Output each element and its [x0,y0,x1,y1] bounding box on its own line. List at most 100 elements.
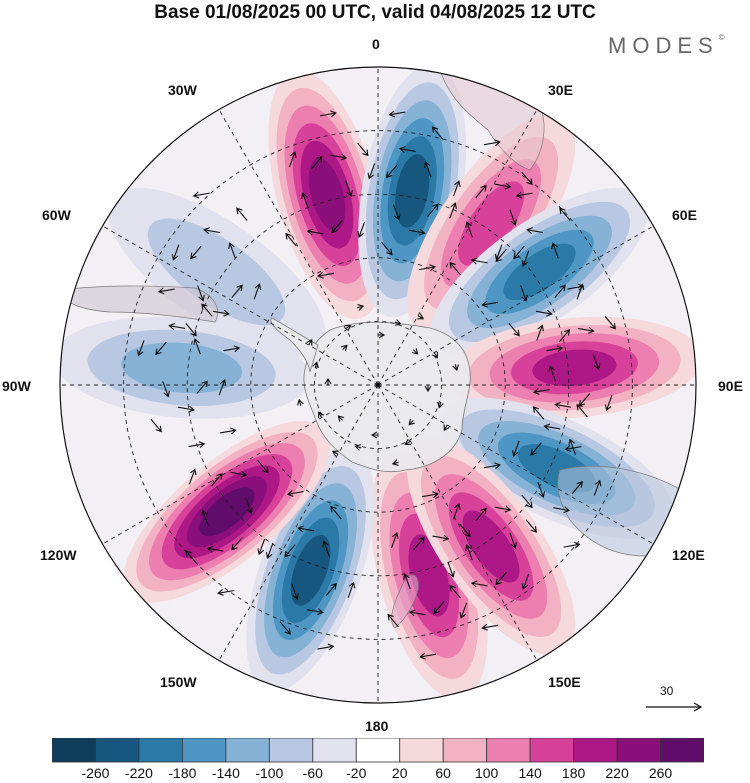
anomaly-contour [462,510,520,583]
lon-label-120w: 120W [40,547,77,563]
wind-arrow [291,583,299,600]
lon-label-60w: 60W [42,207,71,223]
wind-arrow [494,244,503,261]
wind-arrow [330,153,348,161]
wind-arrow [162,381,170,398]
wind-arrow [536,324,544,341]
wind-arrow [206,545,224,553]
wind-arrow [509,532,518,549]
wind-arrow [398,146,416,153]
wind-arrow [470,257,488,265]
colorbar-tick-label: -220 [124,765,153,781]
wind-arrow [408,609,426,617]
latitude-circle [313,320,443,450]
colorbar-swatch [616,738,661,763]
wind-arrow [484,139,501,147]
wind-arrow [567,283,585,291]
brand-name: MODES [608,33,719,58]
wind-arrow [157,287,175,295]
wind-arrow [337,415,345,422]
wind-arrow [279,621,291,635]
wind-arrow [218,379,227,396]
wind-arrow [559,207,571,221]
brand-mark: © [718,33,725,42]
lon-label-90e: 90E [718,378,743,394]
wind-arrow [532,388,550,395]
colorbar-swatch [486,738,531,763]
wind-arrow [459,602,468,619]
wind-arrow [150,418,162,433]
wind-arrow [475,184,487,199]
wind-arrow [553,506,571,514]
wind-arrow [322,540,330,557]
colorbar-tick-label: 60 [435,765,451,781]
wind-arrow [452,503,461,520]
lon-label-30w: 30W [168,82,197,98]
wind-arrow [196,380,208,394]
colorbar-tick-label: 220 [605,765,629,781]
wind-arrow [532,406,545,420]
colorbar-tick-label: 100 [474,765,499,781]
antarctica-outline [303,321,471,473]
colorbar-swatch [312,738,357,763]
wind-arrow [223,345,241,353]
wind-arrow [521,250,530,267]
latitude-circle [186,193,570,577]
wind-arrow [311,155,323,170]
wind-arrow [558,329,571,343]
colorbar-swatch [225,738,270,763]
wind-arrow [419,652,437,660]
wind-arrow [449,202,457,219]
wind-arrow [178,405,195,413]
wind-arrow [345,180,353,197]
wind-arrow [511,440,520,458]
reference-vector [646,702,703,712]
colorbar [52,738,704,763]
meridian [218,109,379,386]
anomaly-field [60,67,696,700]
wind-arrow [475,507,487,522]
anomaly-contour [199,487,255,537]
wind-arrow [357,304,365,311]
wind-arrow [344,325,352,332]
wind-arrow [449,584,461,599]
wind-arrow [548,365,557,382]
lon-label-150w: 150W [160,674,197,690]
continents [60,68,694,629]
wind-arrow [317,643,335,651]
colorbar-tick-label: 140 [518,765,542,781]
wind-arrow [168,323,186,330]
wind-arrow [385,164,398,179]
wind-arrow [265,542,274,559]
anomaly-center [107,187,326,356]
latitude-circle [250,257,506,513]
wind-arrow [387,613,399,628]
wind-arrow [520,285,528,302]
colorbar-tick-label: -100 [255,765,284,781]
wind-arrow [403,573,411,590]
colorbar-swatch [181,738,227,763]
wind-arrow [447,561,455,578]
wind-arrow [357,221,366,238]
wind-arrow [306,338,313,346]
wind-arrow [509,209,518,226]
colorbar-swatch [355,738,401,763]
wind-arrow [392,204,401,221]
wind-arrow [419,264,436,272]
lon-label-180: 180 [365,718,389,734]
colorbar-swatch [573,738,618,763]
wind-arrow [245,497,253,515]
anomaly-contour [503,243,576,301]
wind-arrow [568,438,576,455]
wind-arrow [297,398,304,406]
wind-arrow [319,110,337,118]
colorbar-swatch [660,738,704,763]
colorbar-tick-label: -260 [81,765,110,781]
wind-arrow [484,462,501,470]
anomaly-contour [308,158,346,231]
wind-arrow [217,589,235,596]
wind-arrow [211,472,223,487]
anomaly-contour [147,218,286,326]
colorbar-swatch [442,738,488,763]
